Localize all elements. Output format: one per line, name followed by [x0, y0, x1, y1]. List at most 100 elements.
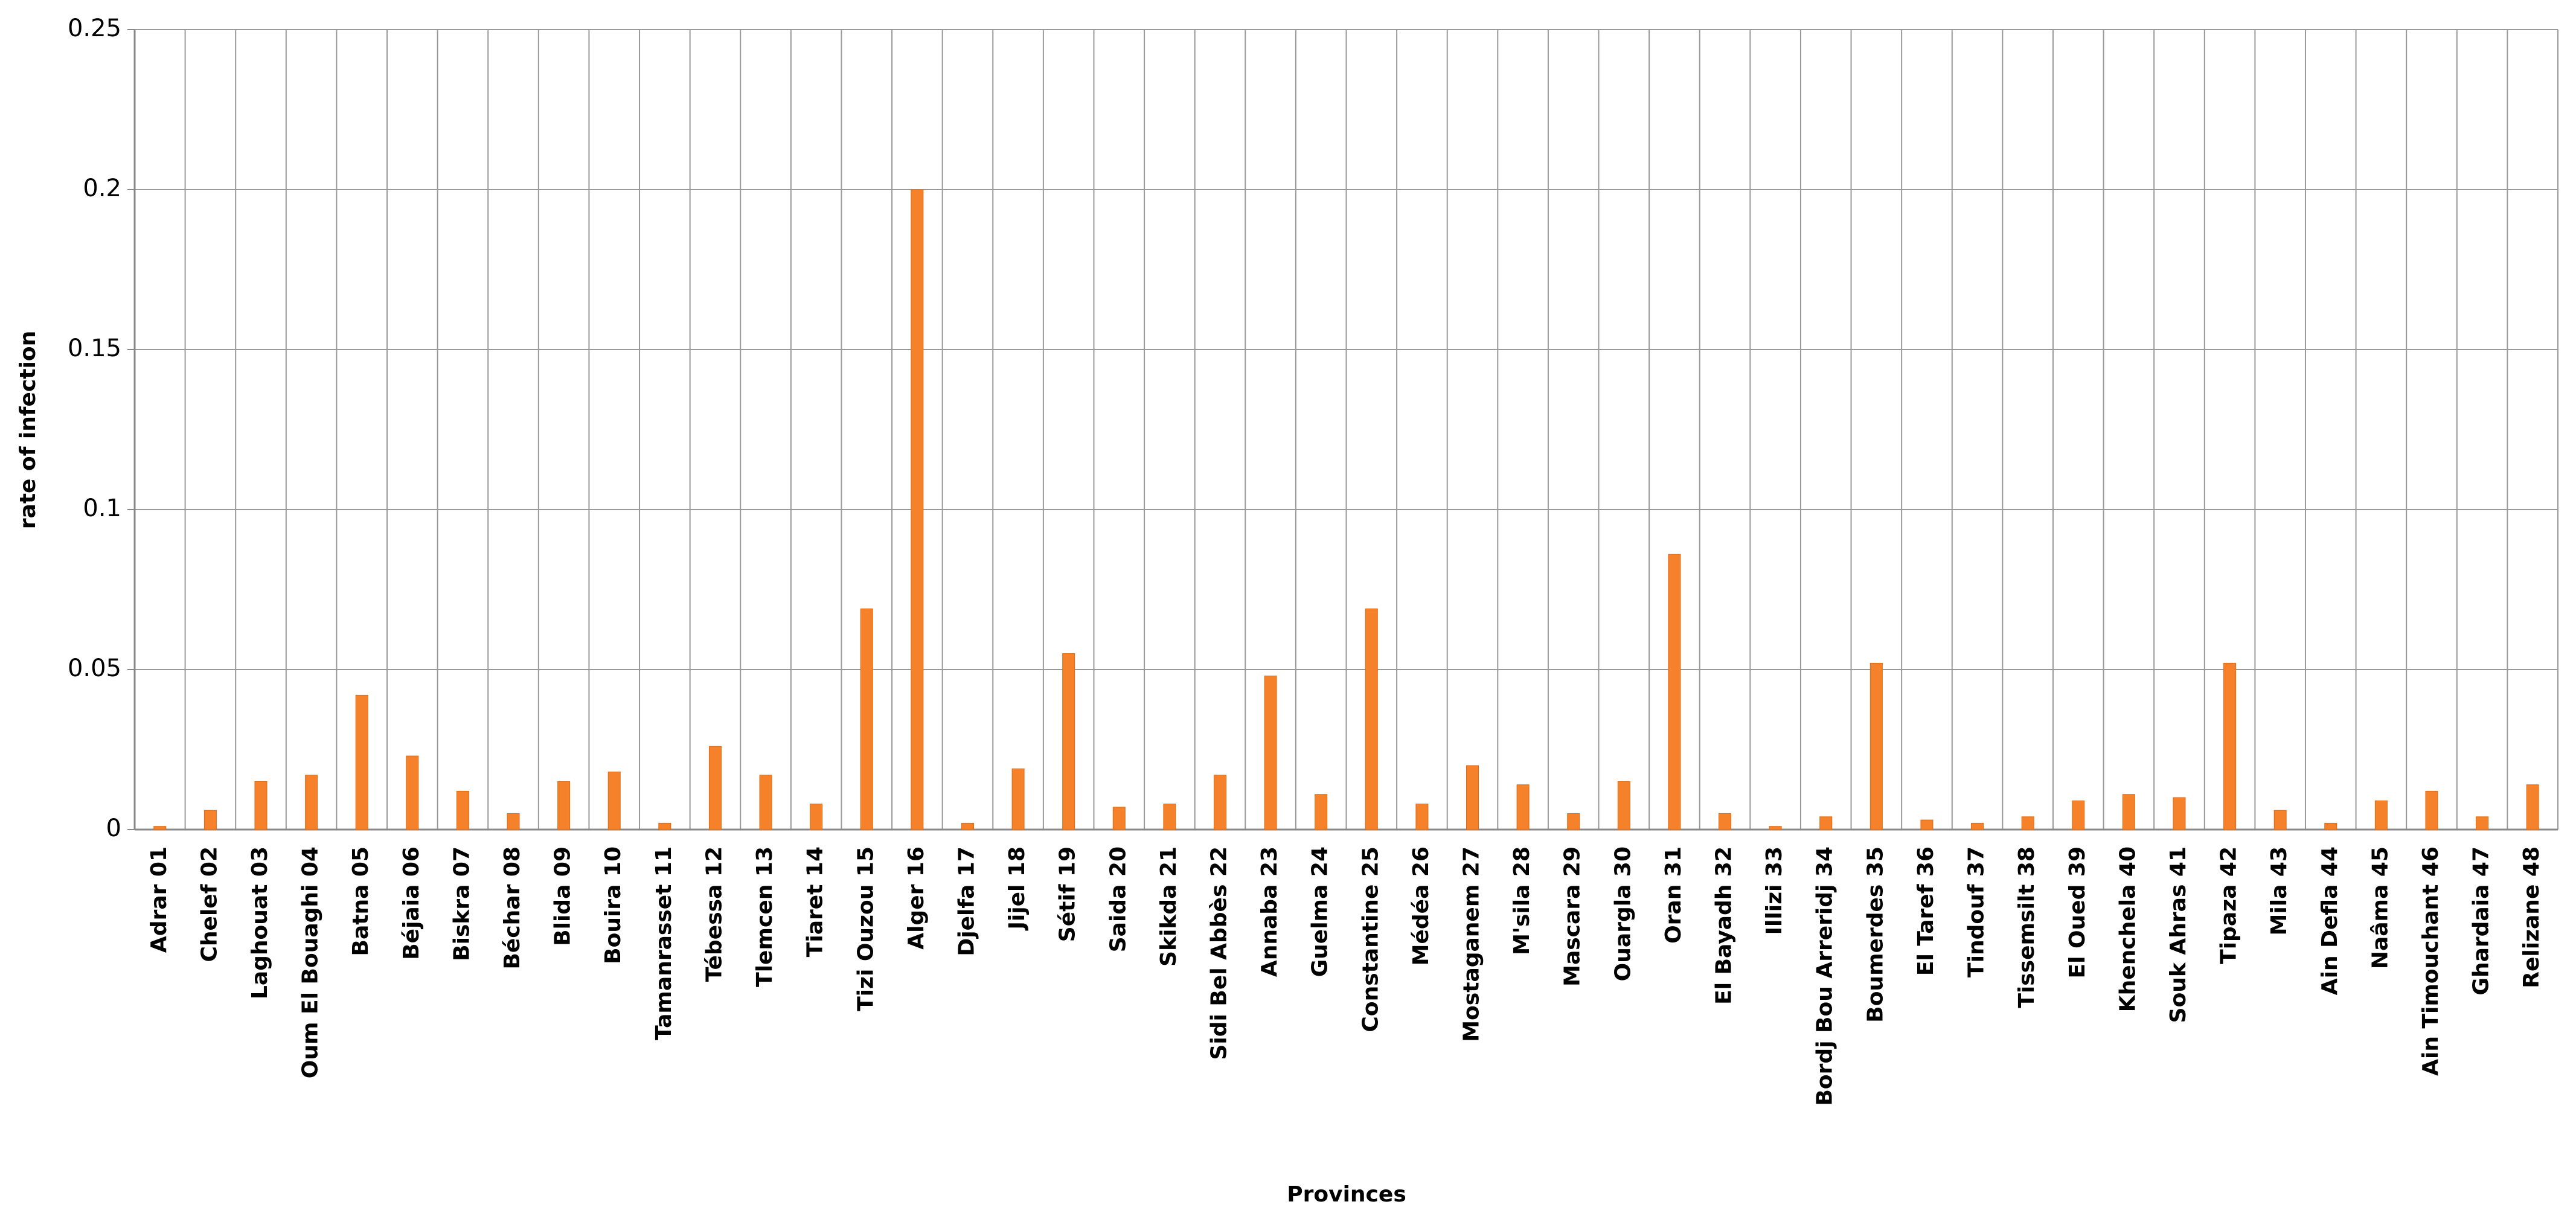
x-tick-label: Illizi 33	[1762, 846, 1787, 935]
bar	[1819, 816, 1833, 830]
bar	[1920, 819, 1934, 830]
bar	[1668, 554, 1681, 830]
bar	[1163, 804, 1176, 830]
x-tick-label: Tizi Ouzou 15	[853, 846, 878, 1011]
bar	[708, 746, 722, 830]
bar	[2476, 816, 2489, 830]
x-tick-label: Bordj Bou Arreridj 34	[1813, 846, 1837, 1106]
x-tick-label: Tébessa 12	[702, 846, 726, 982]
x-tick-label: El Oued 39	[2065, 846, 2090, 979]
x-tick-label: M'sila 28	[1510, 846, 1534, 955]
bar	[406, 755, 419, 830]
bar	[1315, 794, 1328, 830]
bar	[1466, 765, 1479, 830]
bar	[607, 772, 621, 830]
bar	[1365, 608, 1378, 830]
bar	[911, 189, 924, 830]
x-tick-label: Ain Timouchant 46	[2418, 846, 2443, 1076]
bar	[2021, 816, 2034, 830]
x-tick-label: Oum El Bouaghi 04	[298, 846, 323, 1078]
x-tick-label: Naâma 45	[2368, 846, 2392, 969]
bar	[1617, 781, 1630, 830]
x-tick-label: Batna 05	[348, 846, 373, 956]
x-tick-label: Bouira 10	[601, 846, 626, 964]
x-tick-label: Souk Ahras 41	[2166, 846, 2191, 1023]
y-tick-label: 0	[106, 814, 121, 842]
x-tick-label: Boumerdes 35	[1863, 846, 1888, 1023]
x-tick-label: Béchar 08	[500, 846, 525, 970]
x-tick-label: Oran 31	[1661, 846, 1686, 944]
x-tick-label: El Bayadh 32	[1712, 846, 1737, 1005]
bar	[153, 826, 167, 830]
bar	[2072, 800, 2085, 830]
x-tick-label: Constantine 25	[1358, 846, 1383, 1032]
x-tick-label: Saida 20	[1106, 846, 1130, 952]
bar	[1112, 807, 1126, 830]
x-tick-label: Khenchela 40	[2115, 846, 2140, 1012]
x-tick-label: Relizane 48	[2519, 846, 2544, 988]
bar	[2526, 784, 2539, 830]
x-tick-label: Mila 43	[2267, 846, 2292, 935]
bar	[507, 813, 520, 830]
bar	[2173, 797, 2186, 830]
x-tick-label: Skikda 21	[1156, 846, 1181, 967]
y-tick-label: 0.25	[68, 14, 121, 42]
bar	[2324, 822, 2337, 830]
x-tick-label: Tipaza 42	[2217, 846, 2241, 964]
y-tick-label: 0.05	[68, 654, 121, 682]
x-tick-label: Mascara 29	[1560, 846, 1585, 987]
bar	[456, 790, 469, 830]
bar	[860, 608, 873, 830]
x-tick-label: Tindouf 37	[1964, 846, 1989, 977]
x-tick-label: Sidi Bel Abbès 22	[1206, 846, 1231, 1060]
bar	[2122, 794, 2135, 830]
bar	[759, 775, 772, 830]
bar	[1567, 813, 1580, 830]
bar	[1769, 826, 1782, 830]
bar	[1213, 775, 1226, 830]
y-tick-label: 0.1	[83, 494, 121, 522]
bar	[2223, 662, 2237, 830]
x-tick-label: Mostaganem 27	[1459, 846, 1484, 1042]
x-tick-label: Tamanrasset 11	[652, 846, 676, 1040]
x-tick-label: Annaba 23	[1257, 846, 1282, 977]
x-tick-label: Biskra 07	[449, 846, 474, 961]
bar	[961, 822, 974, 830]
x-tick-label: Chelef 02	[197, 846, 222, 962]
y-tick-label: 0.2	[83, 174, 121, 202]
x-tick-label: Béjaia 06	[399, 846, 424, 960]
y-axis-title: rate of infection	[16, 331, 40, 529]
x-tick-label: Jijel 18	[1005, 846, 1030, 931]
bar	[1264, 676, 1277, 830]
x-tick-label: El Taref 36	[1914, 846, 1938, 976]
x-tick-label: Djelfa 17	[954, 846, 979, 956]
x-tick-label: Tlemcen 13	[752, 846, 777, 987]
x-tick-label: Tissemsilt 38	[2014, 846, 2039, 1008]
x-tick-label: Ouargla 30	[1610, 846, 1635, 981]
x-axis-title: Provinces	[1287, 1182, 1406, 1207]
bar	[1011, 768, 1025, 830]
bar	[2273, 810, 2287, 830]
bar	[2374, 800, 2388, 830]
x-tick-label: Ghardaia 47	[2469, 846, 2494, 996]
bar	[810, 804, 823, 830]
bar	[1719, 813, 1732, 830]
bar	[1971, 822, 1984, 830]
bar	[557, 781, 571, 830]
bar	[305, 775, 318, 830]
x-tick-label: Guelma 24	[1308, 846, 1333, 977]
bar	[254, 781, 268, 830]
bar	[1062, 653, 1075, 830]
x-tick-label: Tiaret 14	[803, 846, 828, 957]
bar	[1870, 662, 1883, 830]
bar	[658, 822, 671, 830]
x-tick-label: Ain Defla 44	[2318, 846, 2342, 995]
bar	[203, 810, 217, 830]
x-tick-label: Sétif 19	[1056, 846, 1080, 942]
x-tick-label: Blida 09	[551, 846, 575, 946]
x-tick-label: Adrar 01	[147, 846, 171, 953]
y-tick-label: 0.15	[68, 334, 121, 362]
bar	[2425, 790, 2438, 830]
